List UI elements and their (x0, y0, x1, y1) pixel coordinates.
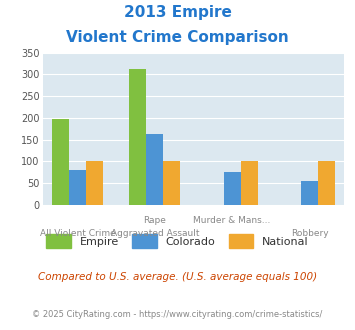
Text: Aggravated Assault: Aggravated Assault (110, 229, 199, 238)
Text: Compared to U.S. average. (U.S. average equals 100): Compared to U.S. average. (U.S. average … (38, 272, 317, 282)
Bar (163, 161, 180, 205)
Bar (301, 181, 318, 205)
Bar (146, 134, 163, 205)
Text: Rape: Rape (143, 216, 166, 225)
Bar (86, 161, 103, 205)
Text: 2013 Empire: 2013 Empire (124, 5, 231, 20)
Bar (224, 172, 241, 205)
Bar (69, 170, 86, 205)
Bar (52, 119, 69, 205)
Text: Murder & Mans...: Murder & Mans... (193, 216, 271, 225)
Bar (129, 69, 146, 205)
Text: Robbery: Robbery (291, 229, 328, 238)
Text: © 2025 CityRating.com - https://www.cityrating.com/crime-statistics/: © 2025 CityRating.com - https://www.city… (32, 310, 323, 319)
Text: All Violent Crime: All Violent Crime (39, 229, 115, 238)
Legend: Empire, Colorado, National: Empire, Colorado, National (41, 229, 314, 253)
Bar (318, 161, 335, 205)
Bar (241, 161, 258, 205)
Text: Violent Crime Comparison: Violent Crime Comparison (66, 30, 289, 45)
